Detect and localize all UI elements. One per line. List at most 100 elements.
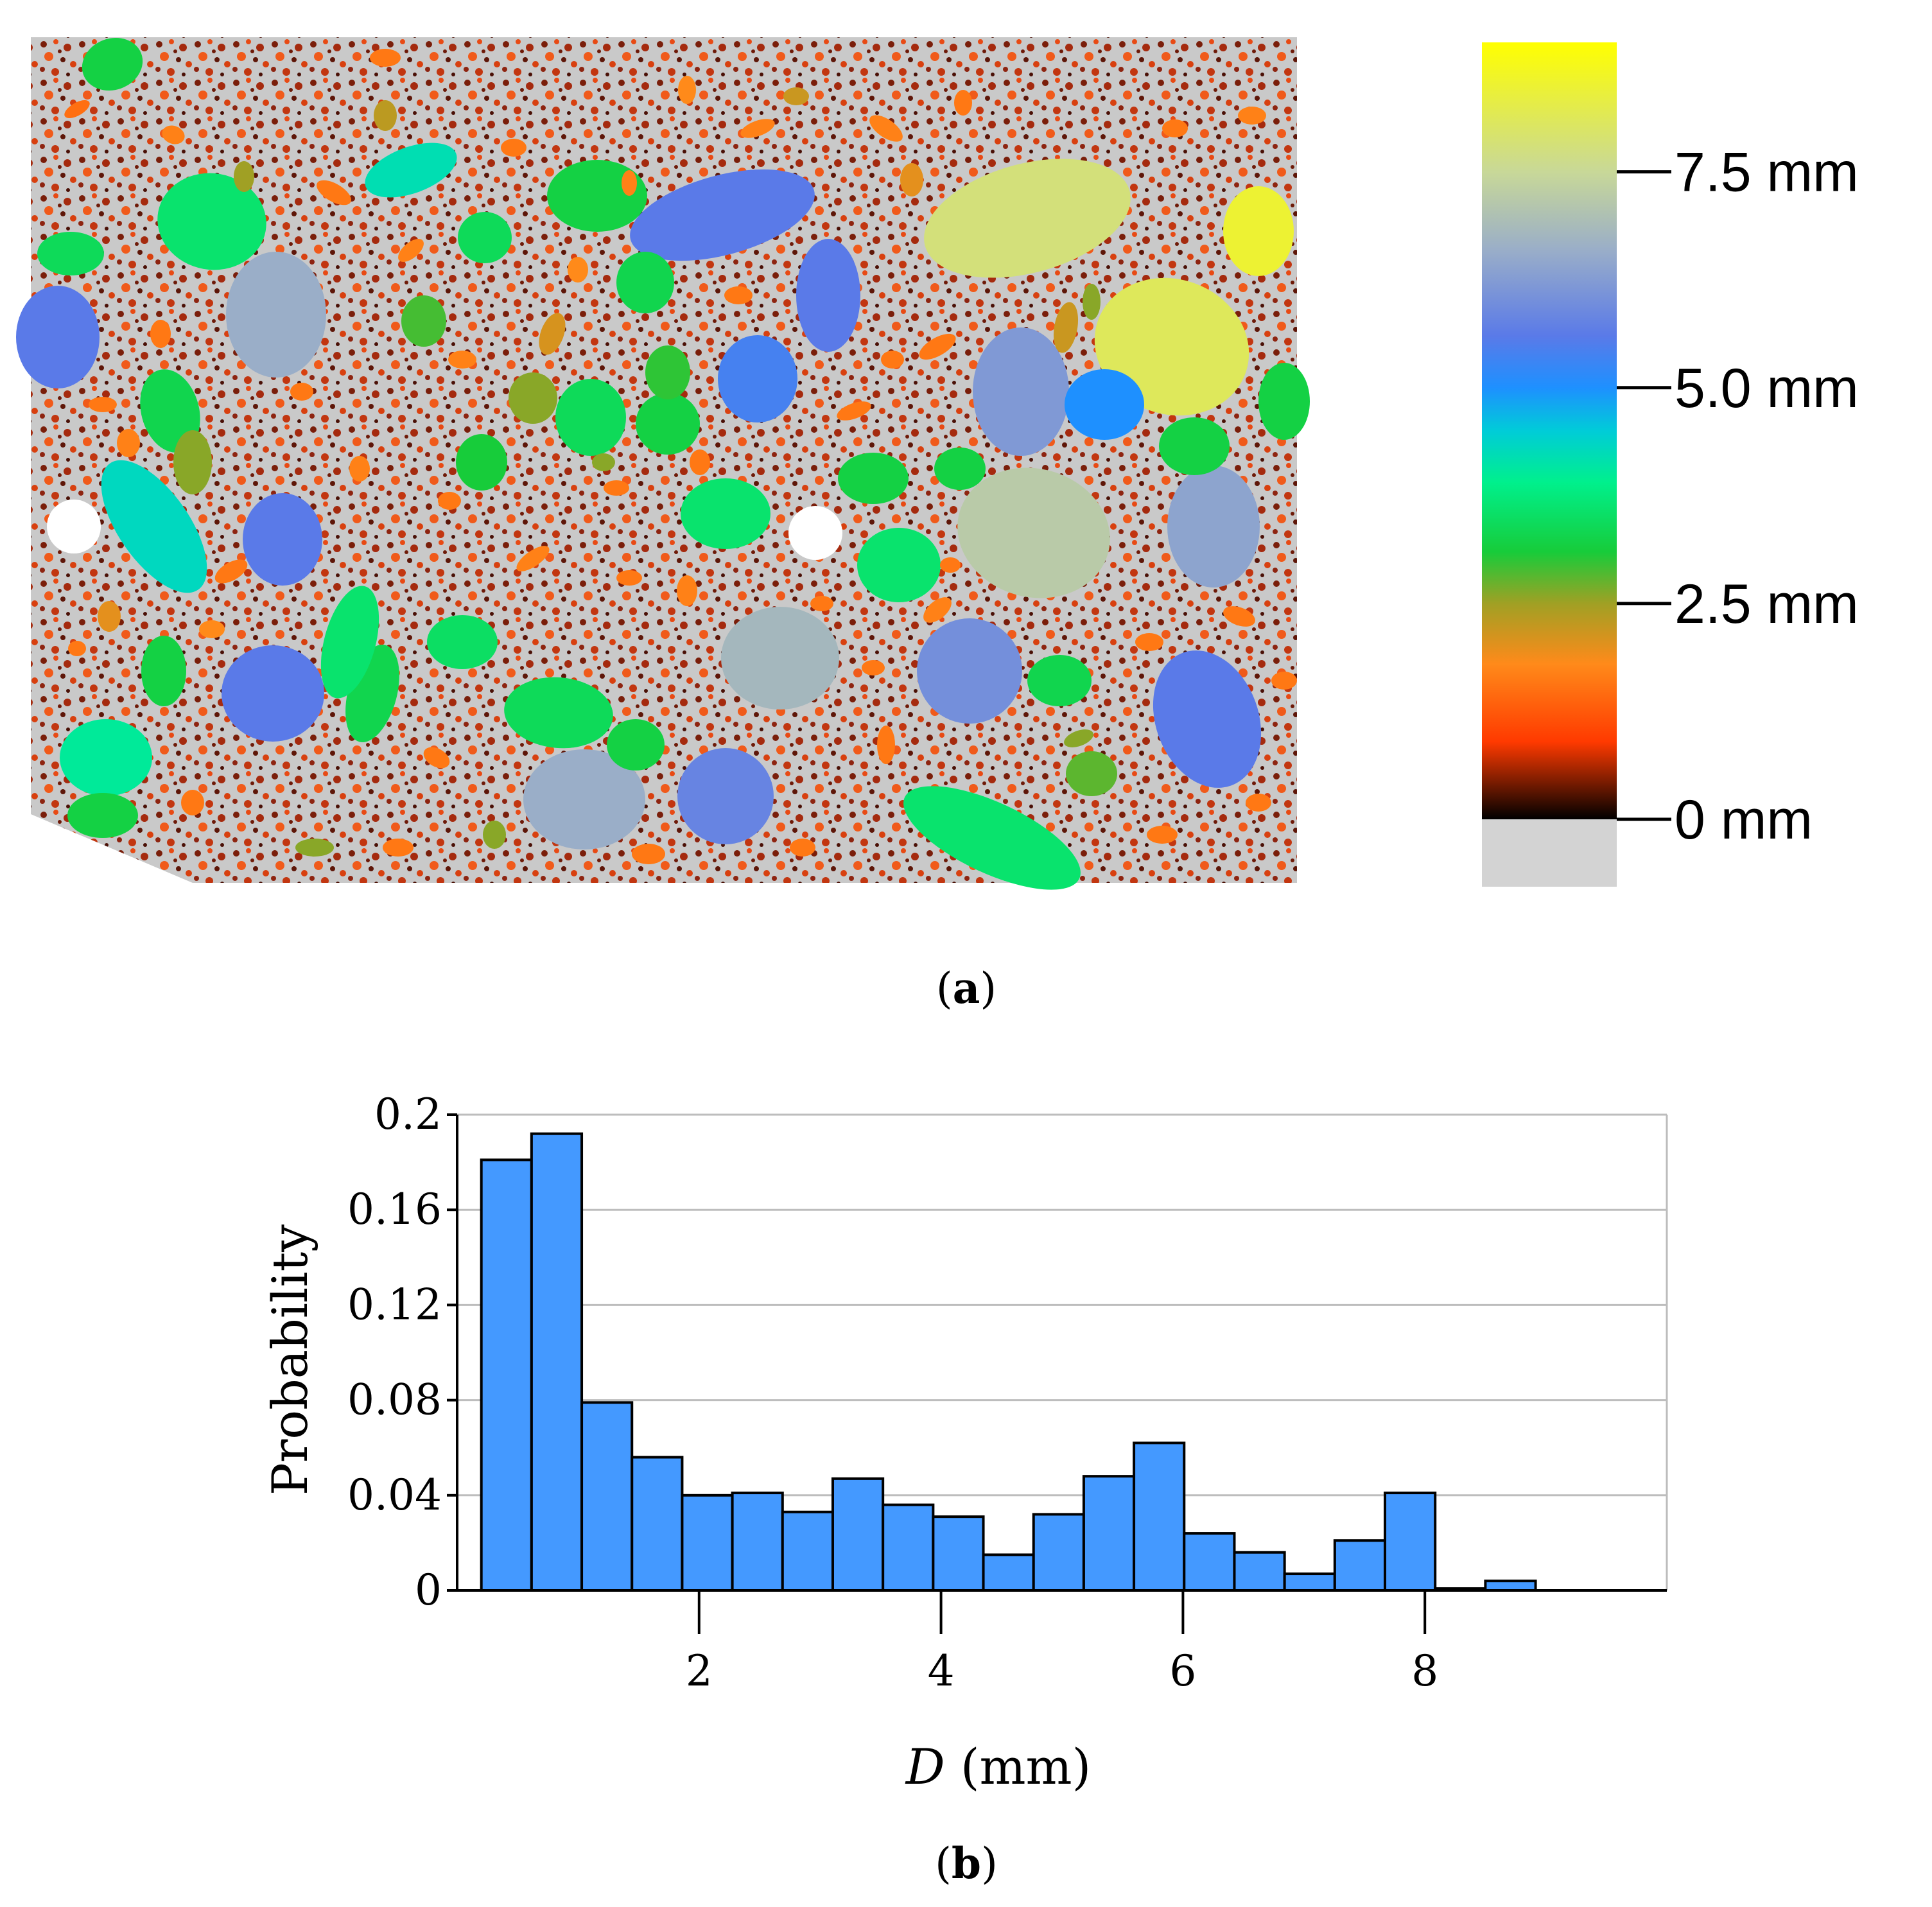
fine-particle xyxy=(374,100,397,131)
fine-particle xyxy=(501,139,527,157)
histogram-bar xyxy=(1484,1580,1537,1592)
aggregate-particle xyxy=(141,636,186,706)
histogram-bar xyxy=(731,1492,784,1592)
x-tick-label: 2 xyxy=(686,1646,713,1696)
aggregate-particle xyxy=(924,159,1131,278)
fine-particle xyxy=(1223,606,1255,627)
histogram-bar xyxy=(1032,1513,1085,1592)
fine-particle xyxy=(448,351,476,369)
fine-particle xyxy=(214,559,248,584)
fine-particle xyxy=(64,100,90,118)
histogram-bar xyxy=(1333,1539,1387,1592)
fine-particle xyxy=(919,333,956,360)
panel-b-histogram: 0 0.04 0.08 0.12 0.16 0.2 2 4 6 8 Probability D … xyxy=(261,1090,1668,1795)
fine-particle xyxy=(1083,284,1101,320)
fine-particle xyxy=(539,313,566,355)
aggregate-particle xyxy=(1153,650,1262,788)
aggregate-particle xyxy=(401,295,446,347)
fine-particle xyxy=(483,821,506,849)
aggregate-particle xyxy=(857,528,941,602)
fine-particle xyxy=(923,597,952,623)
fine-particle xyxy=(837,401,871,421)
aggregate-particle xyxy=(838,453,909,504)
aggregate-particle xyxy=(1223,186,1294,276)
histogram-bar xyxy=(781,1510,834,1592)
y-tick-label: 0.2 xyxy=(374,1090,442,1139)
fine-particle xyxy=(98,601,121,632)
aggregate-particle xyxy=(173,430,212,494)
void-hole-left xyxy=(47,500,101,553)
aggregate-particle xyxy=(1167,466,1260,588)
aggregate-particle xyxy=(37,232,104,275)
aggregate-particle xyxy=(957,467,1110,598)
x-axis-title: D (mm) xyxy=(905,1738,1092,1795)
aggregate-particle xyxy=(917,618,1022,724)
aggregate-particle xyxy=(67,793,138,838)
colorbar-tick-label: 2.5 mm xyxy=(1675,573,1859,635)
y-axis-title: Probability xyxy=(261,1224,318,1495)
aggregate-particle xyxy=(504,677,613,749)
fine-particle xyxy=(810,596,833,611)
fine-particle xyxy=(516,546,550,571)
aggregate-particle xyxy=(677,748,774,844)
aggregate-particle xyxy=(630,169,815,261)
fine-particle xyxy=(89,397,117,412)
histogram-bar xyxy=(631,1456,684,1592)
colorbar: 7.5 mm 5.0 mm 2.5 mm 0 mm xyxy=(1482,42,1859,887)
fine-particle xyxy=(162,125,185,144)
colorbar-gradient xyxy=(1482,42,1617,819)
x-tick-labels: 2 4 6 8 xyxy=(686,1590,1438,1696)
aggregate-particle xyxy=(523,749,645,849)
fine-particle xyxy=(724,286,753,304)
histogram-bar xyxy=(530,1132,584,1592)
aggregate-particle xyxy=(365,143,457,198)
fine-particle xyxy=(199,620,225,638)
histogram-bar xyxy=(1183,1532,1236,1592)
colorbar-tick-label: 5.0 mm xyxy=(1675,358,1859,419)
fine-particle xyxy=(954,90,972,116)
aggregate-particle xyxy=(718,335,797,422)
y-tick-label: 0.16 xyxy=(347,1185,442,1234)
aggregate-particle xyxy=(243,493,322,586)
fine-particle xyxy=(568,257,588,283)
gridlines xyxy=(457,1113,1667,1497)
aggregate-particle xyxy=(222,645,324,742)
histogram-bar xyxy=(580,1401,634,1592)
histogram-bar xyxy=(1384,1492,1437,1592)
aggregate-particle xyxy=(456,434,507,491)
fine-particle xyxy=(317,180,351,205)
histogram-bar xyxy=(1233,1551,1286,1592)
x-tick-label: 4 xyxy=(928,1646,955,1696)
fine-particle xyxy=(150,320,171,348)
colorbar-tick-label: 0 mm xyxy=(1675,789,1813,851)
fine-particle xyxy=(438,492,461,510)
histogram-bar xyxy=(1283,1572,1336,1592)
void-hole-center xyxy=(788,506,842,560)
aggregate-particle xyxy=(140,369,200,453)
fine-particle xyxy=(1238,107,1266,125)
histogram-bar xyxy=(932,1515,985,1592)
fine-particle xyxy=(592,453,615,471)
fine-particle xyxy=(1064,729,1093,747)
colorbar-below-zero xyxy=(1482,819,1617,887)
fine-particle xyxy=(398,239,424,262)
fine-particle xyxy=(740,119,775,138)
y-tick-label: 0.12 xyxy=(347,1280,442,1329)
aggregate-particle xyxy=(509,372,557,424)
aggregate-particle xyxy=(1027,655,1092,706)
fine-particle xyxy=(290,383,313,401)
x-tick-label: 8 xyxy=(1411,1646,1438,1696)
fine-particle xyxy=(940,557,961,573)
caption-a: (a) xyxy=(936,963,996,1013)
aggregate-particle xyxy=(1066,751,1117,796)
fine-particle xyxy=(68,641,86,656)
panel-a-map xyxy=(16,37,1310,890)
y-tick-labels: 0 0.04 0.08 0.12 0.16 0.2 xyxy=(347,1090,457,1615)
fine-particle xyxy=(1147,826,1178,844)
fine-particle xyxy=(678,76,696,104)
fine-particle xyxy=(1135,633,1163,651)
fine-particle xyxy=(181,790,204,815)
aggregate-particle xyxy=(607,719,665,771)
fine-particle xyxy=(370,49,401,67)
fine-particle xyxy=(869,115,903,142)
